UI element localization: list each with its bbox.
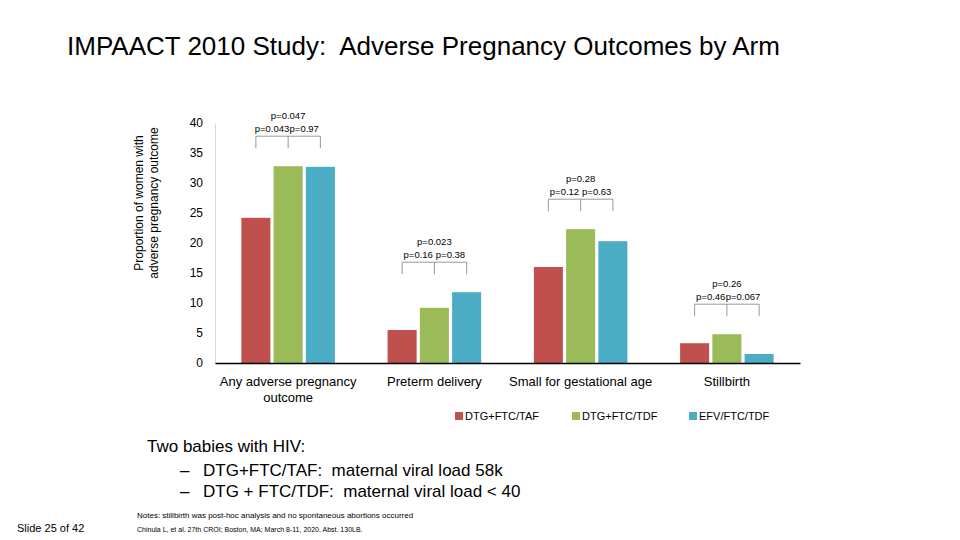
x-tick-label-line: Preterm delivery [387, 374, 482, 389]
bar [534, 267, 563, 363]
annotation: p=0.043 [255, 123, 290, 134]
x-tick-label-line: Any adverse pregnancy [220, 374, 357, 389]
x-tick-label: Preterm delivery [387, 374, 482, 389]
title: IMPAACT 2010 Study: Adverse Pregnancy Ou… [67, 31, 780, 61]
notes-item: DTG + FTC/TDF: maternal viral load < 40 [203, 482, 520, 501]
x-tick-label-line: Stillbirth [704, 374, 750, 389]
legend: DTG+FTC/TAF DTG+FTC/TDF EFV/FTC/TDF [455, 410, 770, 422]
annotation: p=0.63 [582, 186, 611, 197]
x-axis-line [216, 363, 801, 365]
y-tick: 35 [190, 146, 215, 160]
y-tick-label: 5 [196, 326, 203, 340]
citation: Chinula L, et al. 27th CROI; Boston, MA;… [137, 526, 363, 533]
y-tick-label: 20 [190, 236, 204, 250]
annotation-bracket-tick [580, 199, 581, 211]
y-tick: 10 [190, 296, 215, 310]
y-tick: 25 [190, 206, 215, 220]
annotation-bracket-tick [759, 304, 760, 316]
annotation-bracket-tick [726, 304, 727, 316]
x-axis: Any adverse pregnancyoutcome Preterm deli… [216, 363, 801, 405]
x-tick-label: Small for gestational age [509, 374, 652, 389]
legend-label: EFV/FTC/TDF [699, 410, 770, 422]
annotations: p=0.047 p=0.043p=0.97 p=0.023 p=0.16p=0.38 p… [255, 110, 761, 316]
legend-swatch [455, 412, 463, 420]
y-tick: 5 [196, 326, 215, 340]
y-tick-label: 0 [196, 356, 203, 370]
y-axis: 0 5 10 15 20 25 30 35 40 [190, 116, 216, 370]
annotation: p=0.16 [404, 249, 433, 260]
y-tick-label: 30 [190, 176, 204, 190]
bar [420, 308, 449, 363]
chart: IMPAACT 2010 Study: Adverse Pregnancy Ou… [0, 0, 960, 540]
annotation: p=0.023 [417, 236, 452, 247]
annotation-bracket-tick [402, 262, 403, 274]
x-tick: Preterm delivery [387, 363, 482, 389]
legend-swatch [689, 412, 697, 420]
legend-label: DTG+FTC/TAF [465, 410, 539, 422]
legend-label: DTG+FTC/TDF [582, 410, 658, 422]
annotation: p=0.46 [696, 291, 725, 302]
bar [566, 229, 595, 363]
annotation: p=0.26 [712, 278, 741, 289]
y-tick: 0 [196, 356, 215, 370]
annotation: p=0.38 [436, 249, 465, 260]
annotation-bracket-tick [288, 136, 289, 148]
bar [241, 218, 270, 363]
annotation: p=0.12 [550, 186, 579, 197]
annotation: p=0.97 [290, 123, 319, 134]
notes-heading: Two babies with HIV: [147, 437, 305, 456]
bars [241, 166, 773, 363]
annotation-bracket-tick [255, 136, 256, 148]
annotation: p=0.067 [726, 291, 761, 302]
y-tick: 15 [190, 266, 215, 280]
y-axis-title: Proportion of women withadverse pregnanc… [132, 127, 161, 279]
y-axis-line [215, 124, 216, 364]
bar [306, 167, 335, 363]
bar [745, 354, 774, 363]
y-axis-title-line: Proportion of women with [132, 135, 146, 270]
annotation-bracket-tick [548, 199, 549, 211]
notes-bullet: – [180, 482, 190, 501]
notes-bullet: – [180, 461, 190, 480]
notes-item: DTG+FTC/TAF: maternal viral load 58k [203, 461, 503, 480]
bar [598, 241, 627, 363]
bar [388, 330, 417, 363]
y-tick: 40 [190, 116, 215, 130]
x-tick-label: Stillbirth [704, 374, 750, 389]
legend-swatch [572, 412, 580, 420]
annotation-bracket-tick [434, 262, 435, 274]
x-tick: Stillbirth [704, 363, 750, 389]
bar [712, 334, 741, 363]
x-tick-label-line: outcome [263, 390, 313, 405]
annotation-bracket-tick [320, 136, 321, 148]
y-tick: 30 [190, 176, 215, 190]
slide-number: Slide 25 of 42 [17, 522, 84, 534]
bar [274, 166, 303, 363]
annotation-bracket-tick [466, 262, 467, 274]
footnote: Notes: stillbirth was post-hoc analysis … [137, 511, 413, 520]
bar [680, 343, 709, 363]
y-tick-label: 10 [190, 296, 204, 310]
x-tick-label: Any adverse pregnancyoutcome [220, 374, 357, 405]
x-tick-label-line: Small for gestational age [509, 374, 652, 389]
annotation-bracket-tick [612, 199, 613, 211]
y-tick-label: 35 [190, 146, 204, 160]
bar [452, 292, 481, 363]
annotation-bracket-tick [694, 304, 695, 316]
x-tick: Small for gestational age [509, 363, 652, 389]
y-tick-label: 15 [190, 266, 204, 280]
y-tick-label: 40 [190, 116, 204, 130]
annotation: p=0.28 [566, 173, 595, 184]
y-axis-title-line: adverse pregnancy outcome [147, 127, 161, 279]
x-tick: Any adverse pregnancyoutcome [220, 363, 357, 405]
y-tick: 20 [190, 236, 215, 250]
annotation: p=0.047 [271, 110, 306, 121]
y-tick-label: 25 [190, 206, 204, 220]
